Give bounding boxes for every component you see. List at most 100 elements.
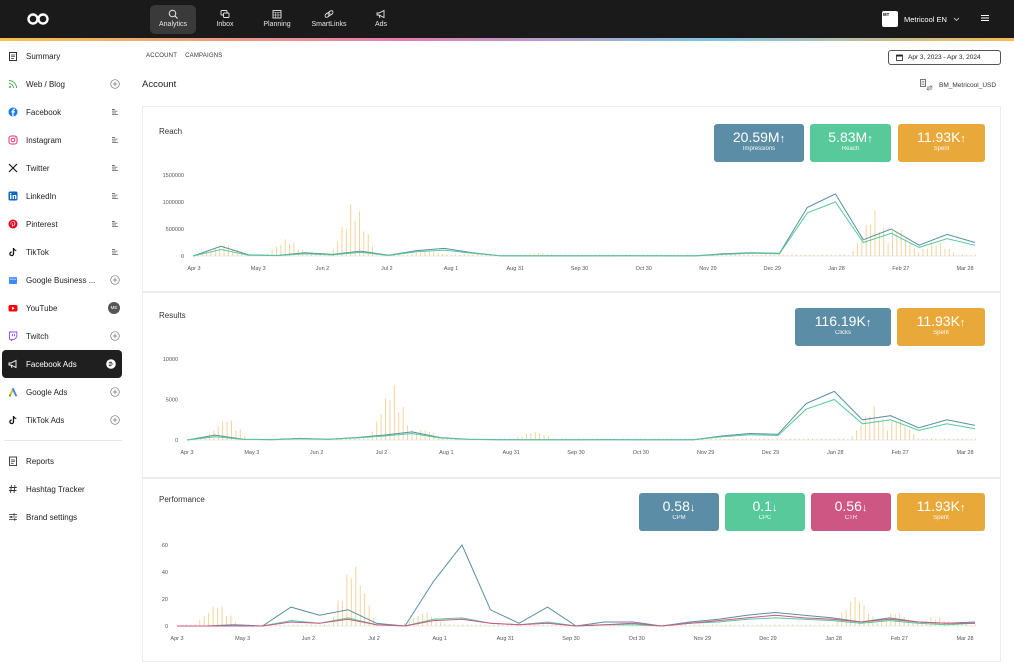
spend-bar — [310, 624, 312, 626]
list-icon[interactable] — [110, 135, 120, 145]
sidebar-item-web-blog[interactable]: Web / Blog — [0, 70, 126, 98]
ad-account-selector[interactable]: BM_Metricool_USD — [920, 79, 996, 91]
spend-bar — [952, 623, 954, 626]
sidebar-item-twitch[interactable]: Twitch — [0, 322, 126, 350]
spend-bar — [358, 438, 360, 440]
sidebar-item-linkedin[interactable]: LinkedIn — [0, 182, 126, 210]
spend-bar — [876, 623, 878, 626]
sidebar-item-facebook[interactable]: Facebook — [0, 98, 126, 126]
sidebar-item-google-business[interactable]: Google Business ... — [0, 266, 126, 294]
spend-bar — [948, 248, 950, 256]
account-avatar[interactable]: ME — [108, 302, 120, 314]
add-account-icon[interactable] — [110, 275, 120, 285]
spend-bar — [552, 438, 554, 440]
spend-bar — [288, 624, 290, 626]
tab-account[interactable]: ACCOUNT — [146, 53, 178, 59]
kpi-ctr[interactable]: 0.56↓ CTR — [811, 493, 891, 531]
x-tick-label: Aug 31 — [497, 636, 514, 642]
sidebar-item-tiktok[interactable]: TikTok — [0, 238, 126, 266]
sidebar-item-brand-settings[interactable]: Brand settings — [0, 503, 126, 531]
sidebar-item-hashtag-tracker[interactable]: Hashtag Tracker — [0, 475, 126, 503]
kpi-clicks[interactable]: 116.19K↑ Clicks — [795, 308, 891, 346]
spend-bar — [364, 593, 366, 626]
nav-ads[interactable]: Ads — [358, 5, 404, 34]
x-tick-label: Dec 29 — [762, 450, 779, 456]
spend-bar — [476, 254, 478, 256]
calendar-icon — [254, 9, 300, 19]
spend-bar — [948, 438, 950, 440]
kpi-spent[interactable]: 11.93K↑ Spent — [898, 124, 985, 162]
spend-bar — [856, 430, 858, 440]
add-account-icon[interactable] — [110, 331, 120, 341]
sidebar-item-instagram[interactable]: Instagram — [0, 126, 126, 154]
kpi-reach[interactable]: 5.83M↑ Reach — [810, 124, 891, 162]
spend-bar — [759, 438, 761, 440]
results-panel: Results 116.19K↑ Clicks 11.93K↑ Spent 0 5000… — [142, 292, 1001, 478]
kpi-value-text: 20.59M — [732, 129, 780, 145]
x-tick-label: Nov 29 — [694, 636, 711, 642]
sidebar-item-twitter[interactable]: Twitter — [0, 154, 126, 182]
spend-bar — [795, 254, 797, 256]
spend-bar — [719, 438, 721, 440]
spend-bar — [315, 624, 317, 626]
kpi-impressions[interactable]: 20.59M↑ Impressions — [714, 124, 804, 162]
kpi-value: 116.19K↑ — [795, 313, 891, 329]
spend-bar — [578, 438, 580, 440]
spend-bar — [363, 438, 364, 440]
spend-bar — [568, 254, 570, 256]
spend-bar — [244, 436, 246, 440]
report-icon — [8, 456, 18, 466]
x-tick-label: May 3 — [235, 636, 250, 642]
spend-bar — [798, 438, 800, 440]
spend-bar — [561, 438, 563, 440]
sidebar-item-label: Web / Blog — [26, 79, 65, 89]
hamburger-menu-icon[interactable] — [980, 13, 990, 23]
spend-bar — [529, 253, 531, 256]
list-icon[interactable] — [110, 219, 120, 229]
list-icon[interactable] — [106, 359, 116, 369]
sidebar-item-facebook-ads[interactable]: Facebook Ads — [2, 350, 122, 378]
kpi-cpc[interactable]: 0.1↓ CPC — [725, 493, 805, 531]
kpi-cpm[interactable]: 0.58↓ CPM — [639, 493, 719, 531]
spend-bar — [673, 254, 675, 256]
kpi-spent[interactable]: 11.93K↑ Spent — [897, 308, 985, 346]
spend-bar — [829, 438, 831, 440]
youtube-icon — [8, 303, 18, 313]
add-account-icon[interactable] — [110, 415, 120, 425]
spend-bar — [284, 239, 286, 256]
nav-analytics[interactable]: Analytics — [150, 5, 196, 34]
sidebar-item-youtube[interactable]: YouTube ME — [0, 294, 126, 322]
sidebar-item-reports[interactable]: Reports — [0, 447, 126, 475]
add-account-icon[interactable] — [110, 387, 120, 397]
list-icon[interactable] — [110, 247, 120, 257]
nav-smartlinks[interactable]: SmartLinks — [306, 5, 352, 34]
nav-inbox[interactable]: Inbox — [202, 5, 248, 34]
spend-bar — [908, 430, 910, 440]
add-account-icon[interactable] — [110, 79, 120, 89]
spend-bar — [891, 420, 893, 440]
spend-bar — [493, 624, 495, 626]
nav-planning[interactable]: Planning — [254, 5, 300, 34]
kpi-value-text: 11.93K — [916, 313, 960, 329]
sidebar-item-tiktok-ads[interactable]: TikTok Ads — [0, 406, 126, 434]
sidebar-item-pinterest[interactable]: Pinterest — [0, 210, 126, 238]
spend-bar — [801, 624, 803, 626]
spend-bar — [688, 438, 690, 440]
tab-campaigns[interactable]: CAMPAIGNS — [185, 53, 223, 59]
sidebar-item-summary[interactable]: Summary — [0, 42, 126, 70]
spend-bar — [497, 624, 499, 626]
list-icon[interactable] — [110, 163, 120, 173]
spend-bar — [685, 624, 687, 626]
spend-bar — [462, 624, 464, 626]
sidebar-item-google-ads[interactable]: Google Ads — [0, 378, 126, 406]
metricool-logo-icon[interactable] — [26, 11, 50, 27]
date-range-picker[interactable]: Apr 3, 2023 - Apr 3, 2024 — [888, 50, 1001, 65]
list-icon[interactable] — [110, 107, 120, 117]
x-tick-label: Sep 30 — [567, 450, 584, 456]
kpi-spent[interactable]: 11.93K↑ Spent — [897, 493, 985, 531]
spend-bar — [813, 254, 815, 256]
brand-selector[interactable]: ᴍᴛ Metricool EN — [882, 11, 960, 27]
spend-bar — [747, 624, 749, 626]
spend-bar — [896, 232, 898, 256]
list-icon[interactable] — [110, 191, 120, 201]
